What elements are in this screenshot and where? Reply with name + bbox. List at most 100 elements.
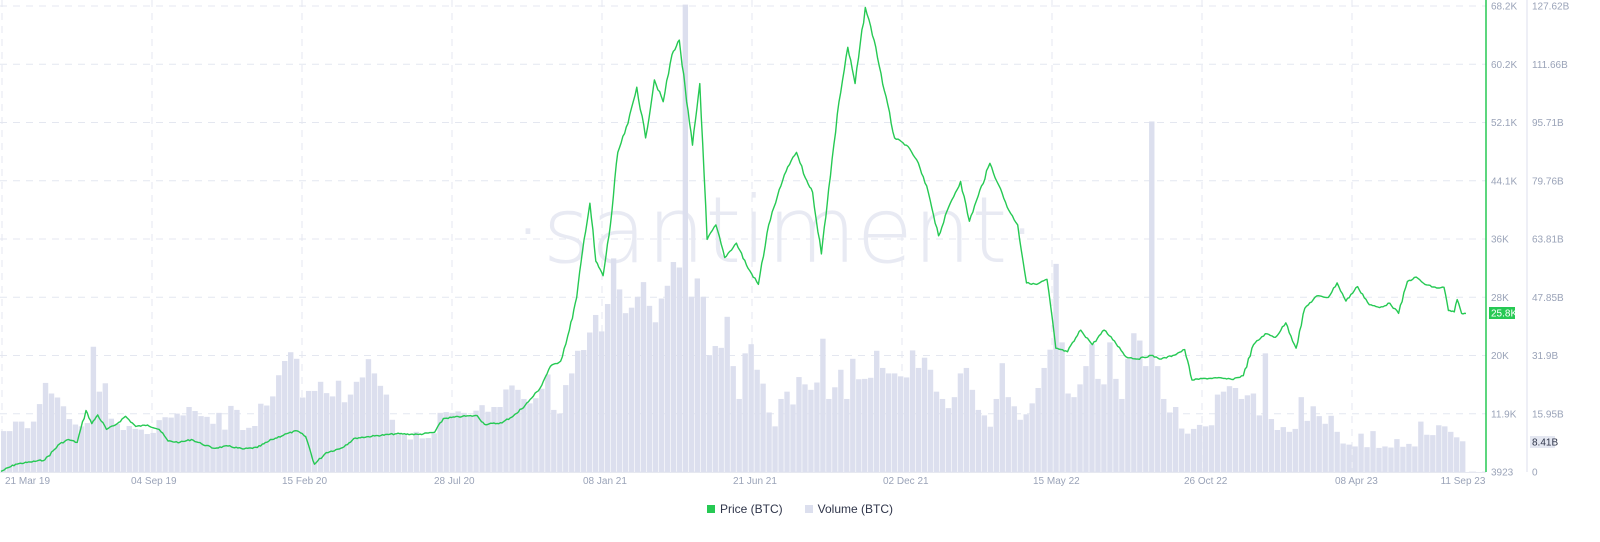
volume-bar [1262,353,1269,472]
volume-bar [880,367,886,472]
volume-bar [903,377,910,472]
volume-bar [521,398,527,472]
volume-bar [126,425,132,472]
volume-bar [658,298,665,472]
volume-bar [1155,366,1161,472]
volume-swatch-icon [804,505,813,513]
date-tick-label: 08 Apr 23 [1335,476,1378,487]
volume-bar [1161,398,1167,472]
volume-bar [1089,344,1095,472]
volume-bar [1448,431,1454,472]
volume-bar [676,267,683,472]
volume-bar [270,396,276,472]
volume-bar [1005,397,1011,472]
volume-bar [288,352,294,472]
date-tick-label: 21 Mar 19 [5,476,50,487]
volume-bar [108,418,115,472]
volume-bar [557,413,563,472]
volume-bar [341,402,348,472]
volume-bar [1424,434,1430,472]
volume-bar [581,350,587,472]
volume-bar [1071,397,1077,472]
volume-bar [114,423,120,472]
volume-bars[interactable] [1,4,1466,472]
volume-bar [1220,391,1227,472]
volume-bar [1412,446,1418,472]
volume-bar [479,405,485,472]
volume-bar [18,421,25,472]
volume-bar [222,429,228,472]
volume-bar [1208,425,1215,472]
volume-bar [1047,349,1053,472]
volume-bar [1292,428,1298,472]
price-volume-chart[interactable]: ·santiment· 3923 11.9K 20K 28K 36K 44.1K 52.1K… [0,0,1600,500]
volume-bar [12,421,19,472]
volume-bar [162,417,168,472]
volume-bar [772,426,778,472]
volume-bar [975,409,982,472]
volume-bar [1077,384,1083,472]
volume-bar [897,376,904,472]
svg-text:25.8K: 25.8K [1491,309,1517,320]
volume-bar [1352,446,1358,472]
volume-bar [1232,388,1239,472]
volume-bar [1430,435,1436,472]
volume-bar [1023,414,1029,472]
price-tick-label: 44.1K [1491,176,1517,187]
volume-axis-ticks: 0 15.95B 31.9B 47.85B 63.81B 79.76B 95.71B 111.… [1532,2,1570,479]
price-tick-label: 20K [1491,351,1509,362]
volume-bar [1454,437,1460,472]
volume-bar [36,404,43,472]
volume-bar [503,389,509,472]
volume-bar [365,359,372,472]
volume-bar [951,397,958,472]
volume-bar [533,398,539,472]
volume-bar [24,428,31,472]
volume-bar [790,404,796,472]
volume-bar [6,431,13,472]
volume-bar [736,398,742,472]
volume-bar [891,373,898,472]
volume-bar [431,433,437,472]
volume-bar [868,377,874,472]
volume-bar [1460,441,1466,472]
volume-bar [1119,398,1125,472]
volume-bar [1101,384,1107,472]
volume-bar [1340,443,1346,472]
volume-tick-label: 63.81B [1532,235,1564,246]
volume-bar [204,416,210,472]
price-tick-label: 68.2K [1491,2,1517,13]
volume-bar [401,435,408,472]
volume-bar [276,375,282,472]
price-swatch-icon [706,505,715,513]
volume-bar [48,393,55,472]
volume-bar [1304,420,1310,472]
legend-label-volume: Volume (BTC) [817,502,894,516]
volume-bar [60,406,67,472]
volume-bar [598,331,605,472]
volume-bar [909,350,916,472]
volume-bar [969,389,976,472]
legend-item-volume[interactable]: Volume (BTC) [804,502,894,516]
volume-tick-label: 111.66B [1532,60,1568,71]
volume-bar [1226,386,1233,472]
volume-bar [999,363,1005,472]
volume-bar [640,282,647,472]
current-price-badge: 25.8K [1489,307,1517,320]
volume-bar [1173,407,1179,472]
volume-bar [575,350,581,472]
price-line[interactable] [0,6,1467,473]
volume-bar [551,409,557,472]
volume-bar [927,369,934,472]
volume-bar [527,403,533,472]
volume-bar [814,382,820,472]
volume-bar [54,397,61,472]
volume-bar [84,423,91,472]
volume-bar [826,398,832,472]
volume-bar [485,411,491,472]
volume-bar [874,350,880,472]
volume-bar [652,322,659,472]
volume-bar [120,430,126,472]
legend-item-price[interactable]: Price (BTC) [706,502,783,516]
volume-bar [467,416,473,472]
